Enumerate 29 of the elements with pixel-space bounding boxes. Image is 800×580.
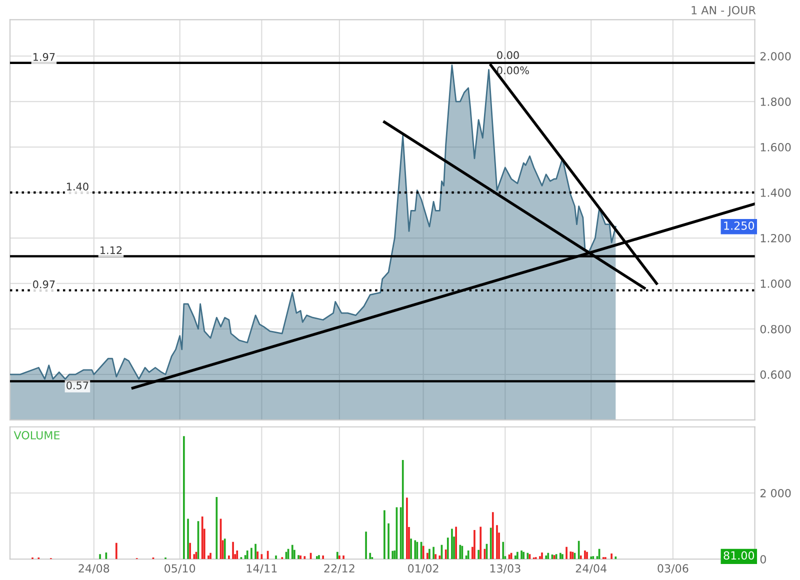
ref-line-label: 1.12 [100, 246, 122, 254]
x-tick-label: 03/06 [658, 564, 688, 574]
ref-line-label: 0.57 [66, 381, 88, 390]
annotation: 0.00 [497, 51, 519, 60]
annotation: 0.00% [497, 66, 529, 74]
x-tick-label: 14/11 [246, 564, 277, 574]
ref-line-label: 1.40 [67, 182, 88, 191]
x-tick-label: 24/04 [576, 564, 606, 574]
annotation: 81.00 [724, 551, 754, 560]
y-tick-label: 2.000 [760, 52, 791, 60]
y-tick-label: 2 000 [760, 488, 791, 498]
chart-title: VOLUME [14, 431, 60, 440]
y-tick-label: 1.000 [760, 279, 791, 288]
ref-line-label: 1.97 [33, 53, 55, 61]
y-tick-label: 1.200 [760, 234, 791, 242]
y-tick-label: 0 [760, 555, 766, 564]
y-tick-label: 1.800 [760, 98, 791, 106]
x-tick-label: 22/12 [324, 564, 354, 574]
ref-line-label: 0.97 [33, 280, 55, 288]
x-tick-label: 24/08 [78, 564, 110, 574]
x-tick-label: 13/03 [490, 564, 520, 574]
chart-subtitle: 1 AN - JOUR [692, 6, 756, 16]
x-tick-label: 05/10 [164, 564, 196, 574]
y-tick-label: 0.800 [760, 324, 791, 334]
x-tick-label: 01/02 [408, 564, 438, 574]
y-tick-label: 1.400 [760, 188, 791, 197]
y-tick-label: 0.600 [760, 370, 791, 379]
y-tick-label: 1.600 [760, 143, 791, 152]
annotation: 1.250 [724, 221, 754, 230]
